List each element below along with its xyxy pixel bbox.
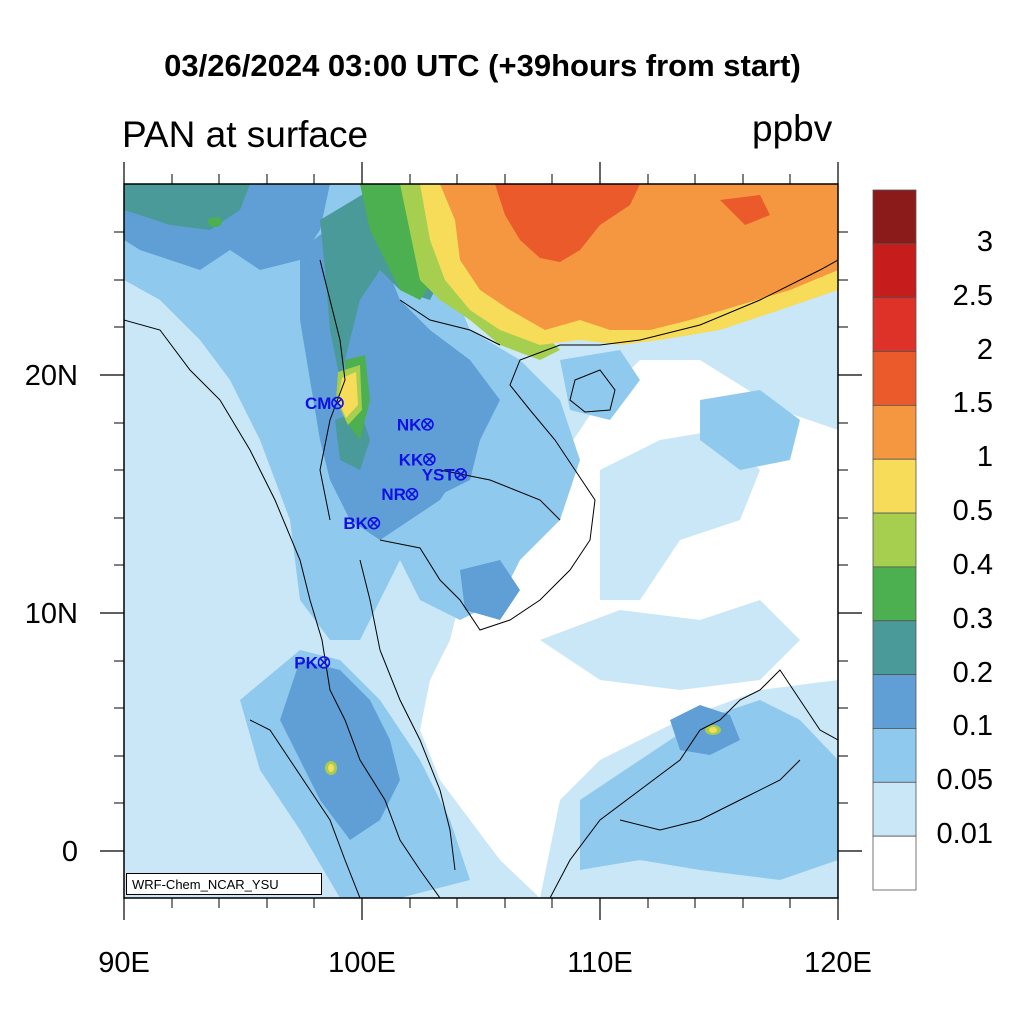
- plot-title: 03/26/2024 03:00 UTC (+39hours from star…: [164, 48, 801, 83]
- station-cross: [333, 398, 342, 408]
- lat-label-0: 0: [62, 836, 78, 868]
- colorbar-label: 2.5: [952, 279, 993, 312]
- colorbar-box: [872, 512, 917, 568]
- station-marker: [317, 656, 331, 669]
- station-label: PK: [294, 653, 318, 672]
- station-marker: [331, 396, 344, 410]
- colorbar-box: [872, 351, 917, 406]
- station-marker: [454, 468, 468, 481]
- station-cross: [369, 518, 379, 528]
- colorbar-label: 2: [976, 333, 993, 366]
- colorbar-label: 0.3: [952, 602, 993, 635]
- station-marker: [405, 487, 419, 501]
- lon-label-100: 100E: [328, 947, 396, 979]
- colorbar-label: 0.2: [952, 656, 993, 689]
- station-yst: YST: [422, 465, 468, 484]
- station-label: YST: [422, 465, 456, 484]
- station-cross: [423, 420, 432, 429]
- minor-ticks: [114, 174, 848, 908]
- units-label: ppbv: [752, 108, 833, 149]
- colorbar-box: [872, 566, 917, 622]
- station-nk: NK: [397, 415, 434, 434]
- station-cm: CM: [305, 394, 344, 413]
- colorbar-label: 0.5: [952, 495, 993, 528]
- station-cross: [319, 658, 329, 667]
- map-frame: [123, 183, 839, 899]
- colorbar-box: [872, 297, 917, 352]
- pan-field: [124, 184, 838, 898]
- lon-label-110: 110E: [567, 947, 633, 979]
- station-kk: KK: [399, 450, 436, 469]
- colorbar-label: 1.5: [952, 387, 993, 420]
- station-cross: [424, 455, 434, 464]
- station-cross: [456, 469, 466, 479]
- colorbar-box: [872, 620, 917, 676]
- colorbar-box: [872, 674, 917, 729]
- lon-label-120: 120E: [804, 947, 872, 979]
- colorbar-box: [872, 243, 917, 299]
- station-marker: [423, 453, 436, 466]
- station-label: NR: [381, 485, 406, 504]
- colorbar-label: 0.4: [952, 548, 993, 581]
- station-label: KK: [399, 450, 424, 469]
- station-label: BK: [343, 514, 368, 533]
- colorbar-label: 3: [976, 225, 993, 258]
- station-label: CM: [305, 394, 331, 413]
- lat-label-10: 10N: [25, 598, 78, 630]
- colorbar-box: [872, 458, 917, 514]
- lon-label-90: 90E: [98, 947, 150, 979]
- station-nr: NR: [381, 485, 419, 504]
- station-bk: BK: [343, 514, 381, 533]
- station-label: NK: [397, 415, 422, 434]
- colorbar-box: [872, 728, 917, 783]
- coastlines: [124, 259, 838, 898]
- colorbar-label: 0.05: [936, 764, 993, 797]
- colorbar-label: 0.01: [936, 818, 993, 851]
- axis-ticks: [100, 162, 862, 920]
- station-pk: PK: [294, 653, 331, 672]
- station-marker: [421, 418, 434, 431]
- colorbar-label: 1: [976, 441, 993, 474]
- credit-label: WRF-Chem_NCAR_YSU: [126, 873, 322, 895]
- station-cross: [407, 489, 417, 499]
- colorbar-box: [872, 781, 917, 837]
- station-marker: [367, 516, 381, 530]
- colorbar-box: [872, 404, 917, 460]
- variable-label: PAN at surface: [122, 114, 369, 155]
- lat-label-20: 20N: [25, 360, 78, 392]
- colorbar-label: 0.1: [952, 710, 993, 743]
- colorbar-box: [872, 189, 917, 245]
- colorbar-box: [872, 835, 917, 891]
